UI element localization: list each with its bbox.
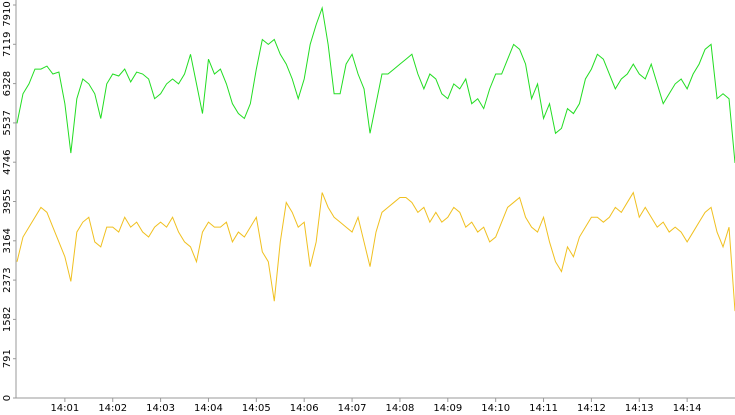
y-tick-label: 3164: [2, 228, 13, 253]
x-tick-label: 14:07: [338, 403, 367, 414]
x-tick-label: 14:05: [242, 403, 271, 414]
x-tick-label: 14:14: [673, 403, 702, 414]
x-tick-label: 14:02: [98, 403, 127, 414]
y-tick-label: 0: [2, 395, 13, 401]
x-tick-label: 14:13: [625, 403, 654, 414]
x-tick-label: 14:10: [481, 403, 510, 414]
x-tick-label: 14:01: [50, 403, 79, 414]
y-tick-label: 2373: [2, 267, 13, 292]
y-tick-label: 1582: [2, 307, 13, 332]
y-tick-label: 7119: [2, 32, 13, 57]
x-tick-label: 14:09: [433, 403, 462, 414]
x-tick-label: 14:08: [386, 403, 415, 414]
y-tick-label: 7910: [2, 1, 13, 26]
y-tick-label: 791: [2, 349, 13, 368]
y-tick-label: 3955: [2, 189, 13, 214]
x-tick-label: 14:06: [290, 403, 319, 414]
x-tick-label: 14:12: [577, 403, 606, 414]
y-tick-label: 5537: [2, 110, 13, 135]
x-tick-label: 14:04: [194, 403, 223, 414]
y-tick-label: 4746: [2, 149, 13, 174]
data-line: [16, 5, 735, 163]
y-tick-label: 6328: [2, 71, 13, 96]
x-tick-label: 14:11: [529, 403, 558, 414]
data-line: [16, 191, 735, 312]
x-tick-label: 14:03: [146, 403, 175, 414]
